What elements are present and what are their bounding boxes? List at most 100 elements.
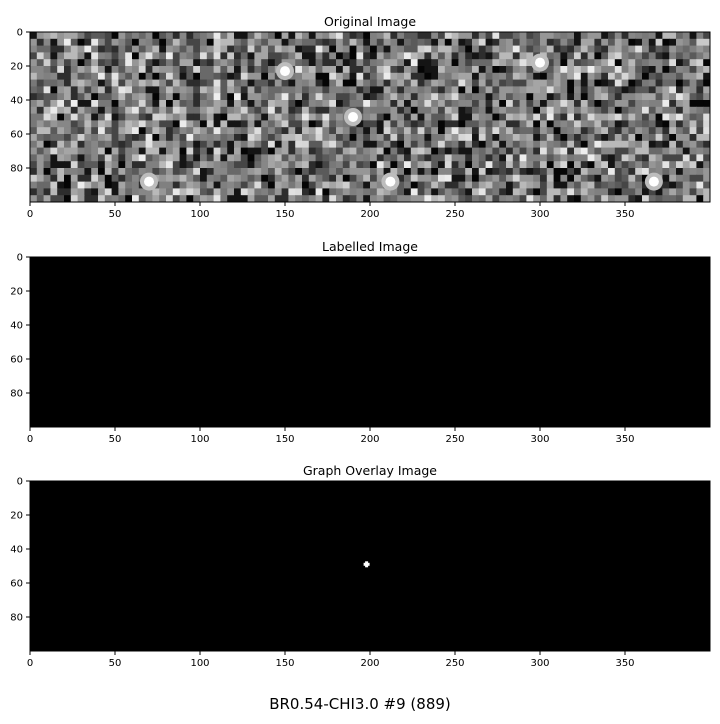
texture-cell [648,72,657,81]
texture-cell [30,140,38,149]
texture-cell [281,32,289,40]
texture-cell [268,66,276,74]
texture-cell [322,100,330,108]
texture-cell [499,93,507,101]
texture-cell [451,134,459,142]
texture-cell [546,174,555,183]
texture-cell [125,147,133,155]
texture-cell [329,66,337,74]
texture-cell [227,168,235,176]
texture-cell [234,174,242,183]
texture-cell [70,86,79,94]
texture-cell [104,161,113,169]
texture-cell [608,168,616,176]
texture-cell [431,168,439,176]
texture-cell [472,147,480,155]
texture-cell [492,147,500,155]
texture-cell [77,72,85,81]
texture-cell [132,134,140,142]
texture-cell [696,113,704,121]
texture-cell [104,181,113,189]
texture-cell [159,38,167,47]
texture-cell [247,93,255,101]
texture-cell [404,100,412,108]
texture-cell [281,45,289,53]
texture-cell [234,188,242,196]
texture-cell [458,93,466,101]
texture-cell [410,38,419,47]
texture-cell [315,32,323,40]
texture-cell [104,174,113,183]
texture-cell [465,66,473,74]
texture-cell [472,100,480,108]
texture-cell [676,93,684,101]
texture-cell [390,52,398,60]
texture-cell [193,120,201,128]
texture-cell [635,79,643,87]
texture-cell [594,120,602,128]
texture-cell [485,195,493,202]
texture-cell [308,168,317,176]
texture-cell [104,72,113,81]
x-tick-label: 250 [445,434,464,445]
texture-cell [662,161,670,169]
texture-cell [635,161,643,169]
texture-cell [601,32,609,40]
texture-cell [689,140,697,149]
texture-cell [274,134,283,142]
texture-cell [682,174,691,183]
texture-cell [417,100,425,108]
texture-cell [560,59,568,67]
texture-cell [206,161,215,169]
texture-cell [506,134,514,142]
texture-cell [64,140,72,149]
texture-cell [417,120,425,128]
texture-cell [57,140,65,149]
texture-cell [240,106,249,115]
texture-cell [36,188,45,196]
texture-cell [152,100,160,108]
texture-cell [302,140,310,149]
texture-cell [336,168,344,176]
texture-cell [125,188,133,196]
texture-cell [689,181,697,189]
texture-cell [567,106,575,115]
texture-cell [628,79,636,87]
texture-cell [540,161,548,169]
texture-cell [689,38,697,47]
texture-cell [254,59,262,67]
texture-cell [444,188,453,196]
texture-cell [438,72,446,81]
texture-cell [281,147,289,155]
texture-cell [234,127,242,135]
texture-cell [594,38,602,47]
texture-cell [247,161,255,169]
texture-cell [138,154,147,162]
texture-cell [438,181,446,189]
texture-cell [478,147,487,155]
texture-cell [118,45,126,53]
texture-cell [478,113,487,121]
texture-cell [261,174,269,183]
texture-cell [254,100,262,108]
texture-cell [669,45,677,53]
texture-cell [30,127,38,135]
texture-cell [227,174,235,183]
texture-cell [478,120,487,128]
texture-cell [499,45,507,53]
texture-cell [614,45,623,53]
texture-cell [132,79,140,87]
texture-cell [322,168,330,176]
texture-cell [553,120,561,128]
texture-cell [431,188,439,196]
texture-cell [240,45,249,53]
texture-cell [458,45,466,53]
texture-cell [546,134,555,142]
texture-cell [546,100,555,108]
texture-cell [682,181,691,189]
texture-cell [417,147,425,155]
texture-cell [499,120,507,128]
texture-cell [506,181,514,189]
texture-cell [200,154,208,162]
texture-cell [261,113,269,121]
